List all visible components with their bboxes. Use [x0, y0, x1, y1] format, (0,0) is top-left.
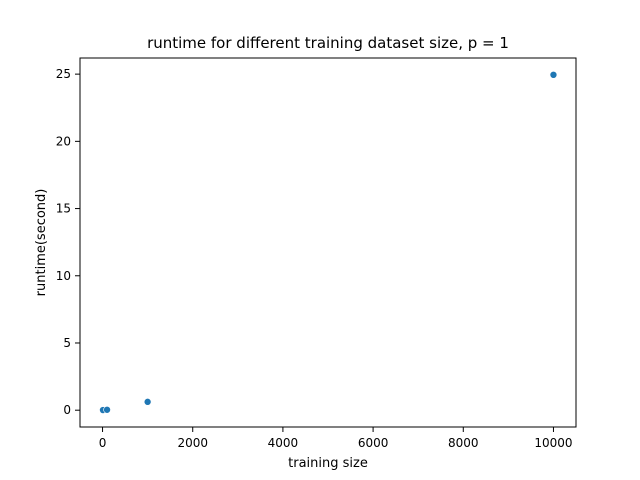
- data-points: [99, 71, 558, 414]
- chart-title: runtime for different training dataset s…: [147, 34, 509, 52]
- y-tick-label: 0: [63, 403, 71, 417]
- x-tick-label: 2000: [177, 436, 208, 450]
- y-axis-ticks: 0 5 10 15 20 25: [56, 67, 80, 417]
- data-point: [549, 71, 558, 79]
- y-axis-label: runtime(second): [34, 189, 49, 297]
- data-point: [143, 398, 152, 406]
- plot-area: [80, 58, 576, 427]
- x-tick-label: 6000: [358, 436, 389, 450]
- plot-frame: [79, 57, 577, 428]
- x-tick-label: 4000: [268, 436, 299, 450]
- data-point: [103, 405, 111, 414]
- y-tick-label: 10: [56, 269, 71, 283]
- x-axis-label: training size: [288, 456, 368, 471]
- y-tick-label: 25: [56, 67, 71, 81]
- y-tick-label: 15: [56, 202, 71, 216]
- x-tick-label: 8000: [448, 436, 479, 450]
- y-tick-label: 20: [56, 134, 71, 148]
- x-tick-label: 10000: [534, 436, 572, 450]
- x-tick-label: 0: [99, 436, 107, 450]
- y-tick-label: 5: [63, 336, 71, 350]
- x-axis-ticks: 0 2000 4000 6000 8000 10000: [99, 427, 573, 450]
